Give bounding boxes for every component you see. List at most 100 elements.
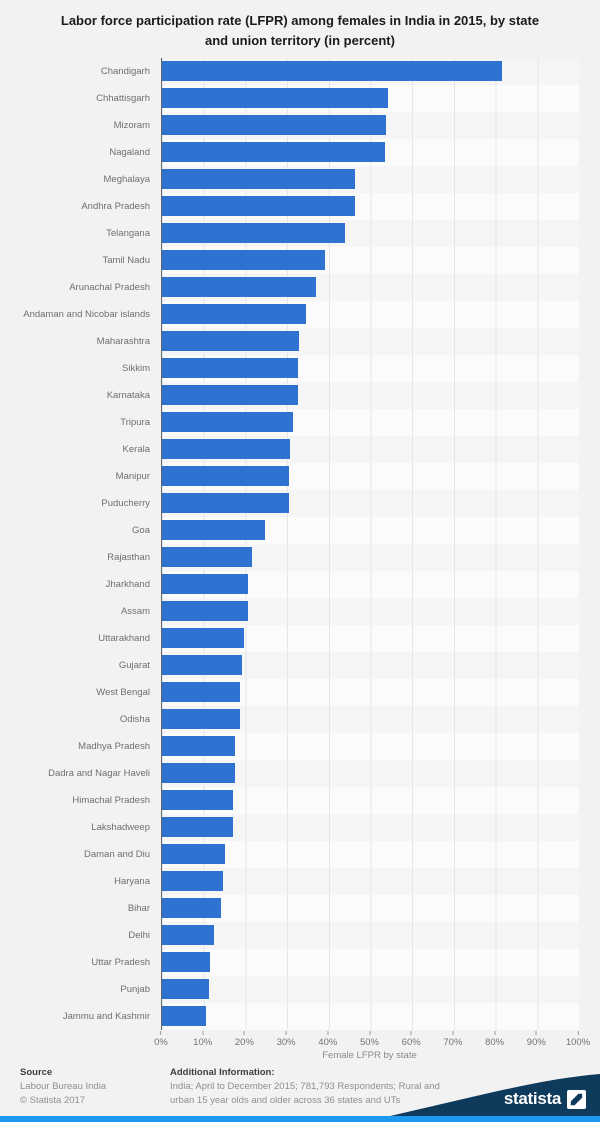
category-label: Tripura [120, 417, 150, 428]
category-label: Uttarakhand [98, 633, 150, 644]
statista-logo-icon [567, 1089, 586, 1109]
category-label: Madhya Pradesh [78, 741, 150, 752]
rows: Chandigarh Chhattisgarh Mizoram Nagaland Meg… [0, 58, 600, 1030]
category-label: Dadra and Nagar Haveli [48, 768, 150, 779]
bar-row: Rajasthan [0, 544, 600, 571]
x-axis-tick-label: 40% [318, 1037, 338, 1048]
bar-row: Telangana [0, 220, 600, 247]
bar-row: Jammu and Kashmir [0, 1003, 600, 1030]
category-label: Arunachal Pradesh [69, 282, 150, 293]
category-label: Uttar Pradesh [91, 957, 150, 968]
category-label: Goa [132, 525, 150, 536]
x-axis-tick: 30% [277, 1031, 296, 1048]
x-axis-tick-label: 30% [276, 1037, 296, 1048]
bar [162, 223, 345, 243]
additional-info-label: Additional Information: [170, 1067, 275, 1078]
bar-track [162, 976, 579, 1003]
source-label: Source [20, 1067, 53, 1078]
chart-title-line-1: Labor force participation rate (LFPR) am… [60, 13, 540, 28]
bar-track [162, 301, 579, 328]
bar-row: Bihar [0, 895, 600, 922]
statista-logo: statista [504, 1089, 586, 1109]
bar [162, 385, 298, 405]
category-label: Maharashtra [96, 336, 150, 347]
bar-track [162, 490, 579, 517]
category-label: Daman and Diu [83, 849, 150, 860]
x-axis-tick-label: 80% [485, 1037, 505, 1048]
bar [162, 115, 387, 135]
bar-row: Odisha [0, 706, 600, 733]
bar-row: Chandigarh [0, 58, 600, 85]
x-axis-tick-mark [410, 1031, 412, 1035]
x-axis-tick: 80% [485, 1031, 504, 1048]
x-axis-tick-mark [285, 1031, 287, 1035]
bar-row: Tripura [0, 409, 600, 436]
bar-row: Meghalaya [0, 166, 600, 193]
category-label: Punjab [120, 984, 150, 995]
bar [162, 1006, 207, 1026]
category-label: Andhra Pradesh [81, 201, 150, 212]
plot-area [161, 58, 579, 1030]
x-axis-tick: 60% [402, 1031, 421, 1048]
x-axis-tick-label: 60% [401, 1037, 421, 1048]
bar-row: Sikkim [0, 355, 600, 382]
source-line-1: Labour Bureau India [20, 1080, 107, 1092]
bar-track [162, 922, 579, 949]
x-axis-tick: 90% [527, 1031, 546, 1048]
additional-info-line-2: urban 15 year olds and older across 36 s… [170, 1094, 401, 1106]
bar-row: Lakshadweep [0, 814, 600, 841]
bar [162, 979, 210, 999]
bar [162, 61, 503, 81]
bar-row: Nagaland [0, 139, 600, 166]
x-axis-tick-mark [327, 1031, 329, 1035]
bar [162, 250, 326, 270]
category-label: Tamil Nadu [102, 255, 150, 266]
bar [162, 682, 240, 702]
footer: Source Labour Bureau India © Statista 20… [0, 1060, 600, 1122]
bar-row: Manipur [0, 463, 600, 490]
additional-info-line-1: India; April to December 2015; 781,793 R… [170, 1080, 440, 1092]
bar-track [162, 274, 579, 301]
bar-track [162, 112, 579, 139]
bar-row: Karnataka [0, 382, 600, 409]
bar-track [162, 787, 579, 814]
bar-row: Puducherry [0, 490, 600, 517]
bar-track [162, 733, 579, 760]
category-label: Lakshadweep [91, 822, 150, 833]
bar-track [162, 679, 579, 706]
bar [162, 412, 294, 432]
x-axis-tick: 100% [566, 1031, 590, 1048]
x-axis-tick: 50% [360, 1031, 379, 1048]
bar-row: Chhattisgarh [0, 85, 600, 112]
category-label: Gujarat [118, 660, 150, 671]
bar [162, 304, 307, 324]
x-axis-title: Female LFPR by state [322, 1050, 417, 1061]
bar [162, 952, 210, 972]
x-axis-tick-mark [535, 1031, 537, 1035]
bar [162, 655, 243, 675]
category-label: Odisha [119, 714, 150, 725]
bar [162, 790, 233, 810]
x-axis-tick: 20% [235, 1031, 254, 1048]
bar [162, 736, 235, 756]
bar-track [162, 58, 579, 85]
bar [162, 196, 356, 216]
bar [162, 358, 299, 378]
bar-row: Assam [0, 598, 600, 625]
category-label: West Bengal [96, 687, 150, 698]
x-axis-tick-mark [243, 1031, 245, 1035]
bar-row: Goa [0, 517, 600, 544]
category-label: Sikkim [122, 363, 150, 374]
footer-accent-bar [0, 1116, 600, 1122]
category-label: Jharkhand [105, 579, 150, 590]
bar-track [162, 463, 579, 490]
bar-row: West Bengal [0, 679, 600, 706]
bar [162, 331, 300, 351]
x-axis-tick-label: 50% [359, 1037, 380, 1048]
x-axis-tick-mark [202, 1031, 204, 1035]
chart-title: Labor force participation rate (LFPR) am… [0, 11, 600, 51]
bar [162, 898, 222, 918]
bar-row: Daman and Diu [0, 841, 600, 868]
category-label: Bihar [127, 903, 150, 914]
